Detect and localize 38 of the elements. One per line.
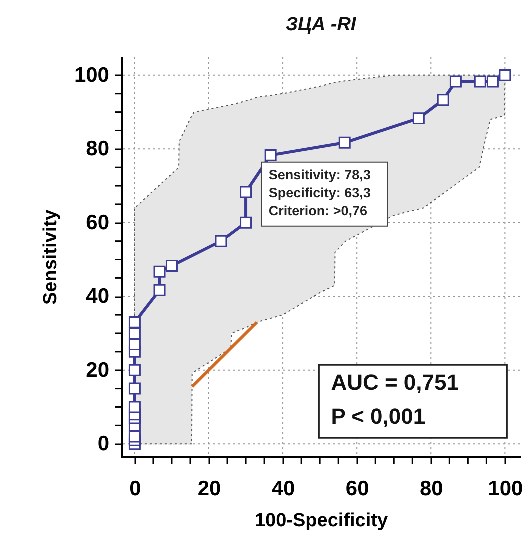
point — [128, 430, 141, 443]
point — [128, 401, 141, 414]
x-tick-label: 60 — [346, 478, 370, 500]
point — [128, 328, 141, 340]
point — [240, 216, 252, 229]
y-tick-label: 100 — [74, 64, 110, 87]
point — [215, 235, 228, 248]
chart-title: ЗЦА -RI — [286, 14, 357, 36]
point — [264, 149, 277, 162]
annotation: AUC = 0,751 P < 0,001 — [331, 370, 459, 430]
point — [437, 94, 450, 106]
x-tick-label: 40 — [272, 478, 296, 500]
x-tick-label: 20 — [198, 478, 222, 500]
point — [128, 338, 141, 351]
point — [338, 136, 351, 149]
annotation: Sensitivity: 78,3 Specificity: 63,3 Criterion: >0,76 — [268, 167, 372, 218]
point — [499, 69, 512, 82]
x-tick-label: 0 — [130, 478, 142, 500]
y-tick-label: 80 — [86, 138, 110, 161]
point — [240, 186, 252, 198]
point — [154, 284, 166, 296]
point — [412, 112, 425, 125]
point — [128, 382, 141, 395]
y-tick-label: 0 — [98, 432, 110, 456]
y-tick-label: 20 — [86, 358, 110, 382]
x-tick-label: 100 — [488, 478, 524, 500]
y-axis-title: Sensitivity — [40, 210, 62, 306]
point — [450, 76, 462, 88]
y-tick-label: 40 — [86, 285, 110, 308]
y-tick-label: 60 — [86, 211, 110, 234]
point — [154, 266, 166, 278]
point — [166, 260, 178, 272]
point — [474, 76, 486, 88]
point — [486, 76, 499, 88]
x-tick-label: 80 — [420, 478, 444, 500]
point — [128, 364, 141, 376]
x-axis-title: 100-Specificity — [254, 510, 388, 532]
point — [128, 316, 141, 328]
